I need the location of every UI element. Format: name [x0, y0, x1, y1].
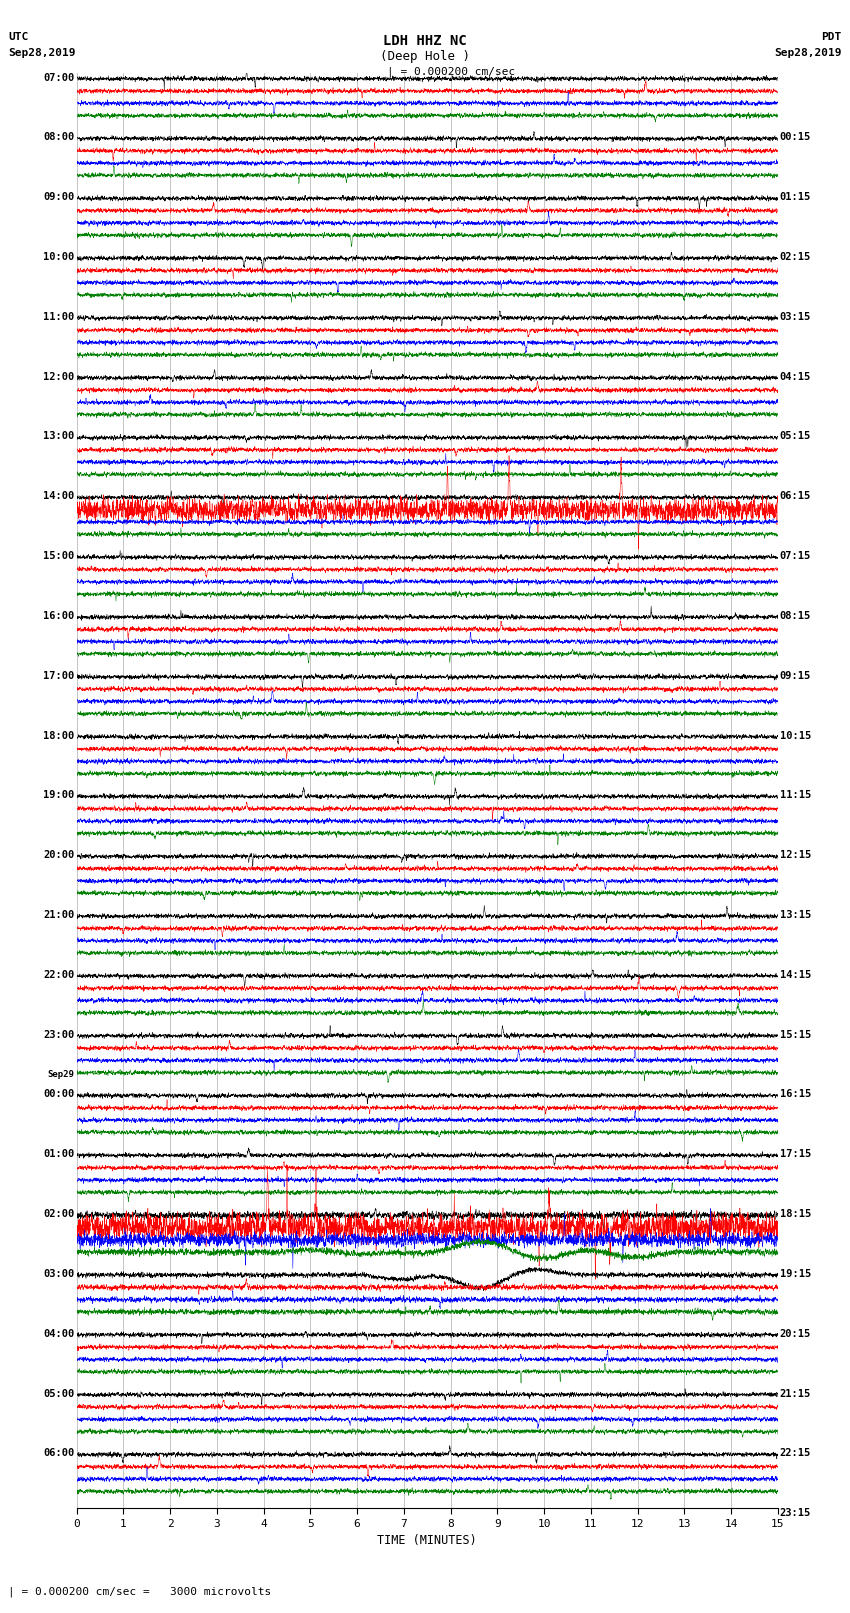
Text: 19:00: 19:00 [43, 790, 75, 800]
Text: 04:00: 04:00 [43, 1329, 75, 1339]
Text: 18:00: 18:00 [43, 731, 75, 740]
Text: 01:00: 01:00 [43, 1148, 75, 1160]
Text: 05:00: 05:00 [43, 1389, 75, 1398]
Text: 20:00: 20:00 [43, 850, 75, 860]
Text: 21:00: 21:00 [43, 910, 75, 919]
Text: 22:15: 22:15 [779, 1448, 811, 1458]
Text: UTC: UTC [8, 32, 29, 42]
Text: 14:00: 14:00 [43, 492, 75, 502]
Text: 02:15: 02:15 [779, 252, 811, 261]
Text: 10:15: 10:15 [779, 731, 811, 740]
Text: 12:15: 12:15 [779, 850, 811, 860]
X-axis label: TIME (MINUTES): TIME (MINUTES) [377, 1534, 477, 1547]
Text: Sep28,2019: Sep28,2019 [774, 48, 842, 58]
Text: | = 0.000200 cm/sec: | = 0.000200 cm/sec [387, 66, 515, 77]
Text: 11:15: 11:15 [779, 790, 811, 800]
Text: Sep29: Sep29 [48, 1069, 75, 1079]
Text: 03:15: 03:15 [779, 311, 811, 323]
Text: 18:15: 18:15 [779, 1210, 811, 1219]
Text: 11:00: 11:00 [43, 311, 75, 323]
Text: Sep28,2019: Sep28,2019 [8, 48, 76, 58]
Text: 16:00: 16:00 [43, 611, 75, 621]
Text: 00:00: 00:00 [43, 1089, 75, 1100]
Text: 13:00: 13:00 [43, 432, 75, 442]
Text: 06:15: 06:15 [779, 492, 811, 502]
Text: 20:15: 20:15 [779, 1329, 811, 1339]
Text: 08:15: 08:15 [779, 611, 811, 621]
Text: 17:00: 17:00 [43, 671, 75, 681]
Text: 00:15: 00:15 [779, 132, 811, 142]
Text: 12:00: 12:00 [43, 371, 75, 382]
Text: 06:00: 06:00 [43, 1448, 75, 1458]
Text: 14:15: 14:15 [779, 969, 811, 979]
Text: | = 0.000200 cm/sec =   3000 microvolts: | = 0.000200 cm/sec = 3000 microvolts [8, 1586, 272, 1597]
Text: 07:15: 07:15 [779, 552, 811, 561]
Text: 13:15: 13:15 [779, 910, 811, 919]
Text: 23:15: 23:15 [779, 1508, 811, 1518]
Text: 02:00: 02:00 [43, 1210, 75, 1219]
Text: 16:15: 16:15 [779, 1089, 811, 1100]
Text: 23:00: 23:00 [43, 1029, 75, 1040]
Text: 05:15: 05:15 [779, 432, 811, 442]
Text: 19:15: 19:15 [779, 1269, 811, 1279]
Text: PDT: PDT [821, 32, 842, 42]
Text: 15:15: 15:15 [779, 1029, 811, 1040]
Text: LDH HHZ NC: LDH HHZ NC [383, 34, 467, 48]
Text: 03:00: 03:00 [43, 1269, 75, 1279]
Text: 01:15: 01:15 [779, 192, 811, 202]
Text: 15:00: 15:00 [43, 552, 75, 561]
Text: 22:00: 22:00 [43, 969, 75, 979]
Text: 17:15: 17:15 [779, 1148, 811, 1160]
Text: 21:15: 21:15 [779, 1389, 811, 1398]
Text: 10:00: 10:00 [43, 252, 75, 261]
Text: 04:15: 04:15 [779, 371, 811, 382]
Text: 08:00: 08:00 [43, 132, 75, 142]
Text: (Deep Hole ): (Deep Hole ) [380, 50, 470, 63]
Text: 07:00: 07:00 [43, 73, 75, 82]
Text: 09:00: 09:00 [43, 192, 75, 202]
Text: 09:15: 09:15 [779, 671, 811, 681]
